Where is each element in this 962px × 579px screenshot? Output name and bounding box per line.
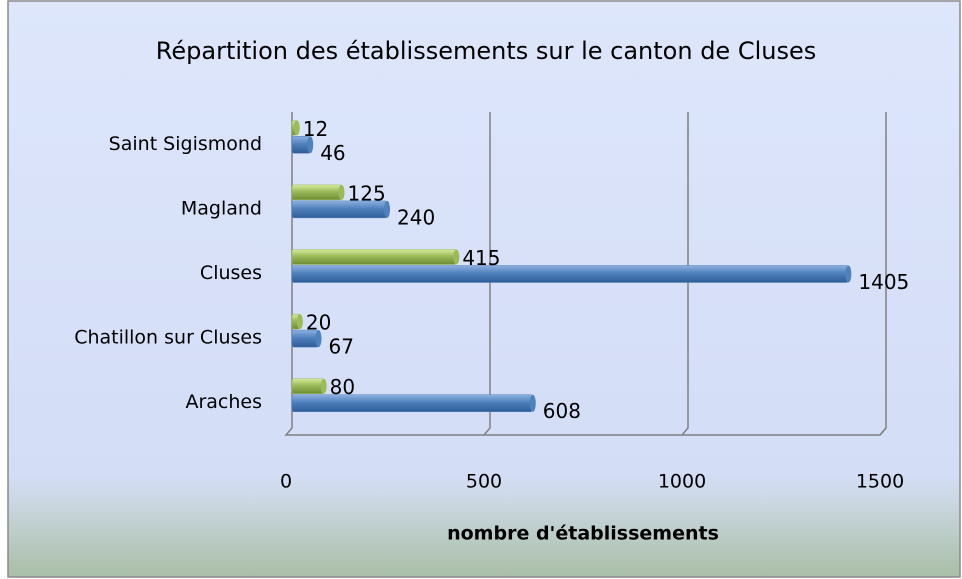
- bar-cap: [338, 184, 345, 200]
- bar-cap: [293, 120, 300, 136]
- y-tick-label: Araches: [185, 391, 262, 413]
- data-label: 1405: [858, 270, 909, 294]
- y-tick-label: Saint Sigismond: [109, 133, 262, 155]
- bar-cap: [384, 200, 391, 218]
- y-tick-label: Chatillon sur Cluses: [74, 327, 262, 349]
- x-tick-label: 1500: [856, 471, 904, 493]
- bar: [291, 265, 849, 283]
- data-label: 12: [303, 117, 328, 141]
- bar-cap: [315, 330, 322, 348]
- bar-cap: [320, 378, 327, 394]
- x-axis-label: nombre d'établissements: [447, 523, 719, 545]
- bar: [291, 378, 324, 394]
- y-tick-label: Cluses: [200, 262, 262, 284]
- x-tick-label: 0: [280, 471, 292, 493]
- bar: [291, 249, 457, 265]
- data-label: 240: [397, 205, 435, 229]
- data-label: 80: [330, 375, 355, 399]
- data-label: 67: [329, 335, 354, 359]
- data-label: 125: [348, 181, 386, 205]
- x-tick-label: 1000: [658, 471, 706, 493]
- data-label: 46: [320, 141, 345, 165]
- bar-cap: [296, 314, 303, 330]
- grid-line: [681, 112, 689, 436]
- chart-background: [7, 0, 961, 578]
- bar: [291, 184, 342, 201]
- x-tick-label: 500: [466, 471, 502, 493]
- data-label: 608: [543, 399, 581, 423]
- grid-line: [879, 112, 887, 436]
- bar-cap: [307, 136, 314, 154]
- bar-cap: [453, 249, 460, 265]
- data-label: 415: [462, 246, 500, 270]
- bar-cap: [845, 265, 852, 283]
- bar-cap: [529, 394, 536, 412]
- bar: [291, 394, 534, 412]
- y-tick-label: Magland: [181, 197, 262, 219]
- grid-line: [483, 112, 491, 436]
- chart-title: Répartition des établissements sur le ca…: [156, 37, 816, 65]
- data-label: 20: [306, 311, 331, 335]
